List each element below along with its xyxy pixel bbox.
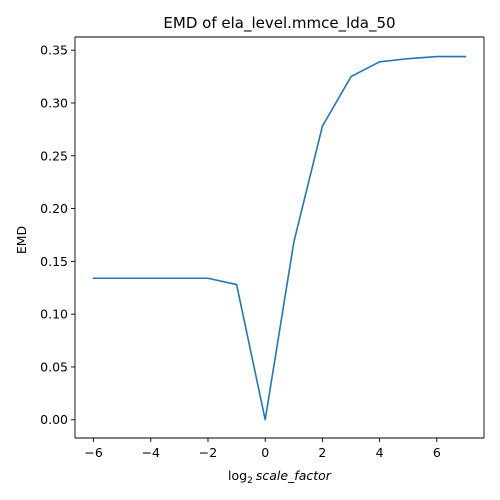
- y-tick-label: 0.20: [40, 201, 68, 216]
- x-tick-label: −2: [199, 445, 217, 460]
- x-tick-label: −6: [84, 445, 102, 460]
- y-tick-label: 0.30: [40, 95, 68, 110]
- y-tick-label: 0.35: [40, 43, 68, 58]
- y-tick-label: 0.15: [40, 254, 68, 269]
- x-tick-label: 6: [433, 445, 441, 460]
- x-tick-label: 4: [376, 445, 384, 460]
- chart-title: EMD of ela_level.mmce_lda_50: [163, 14, 395, 33]
- x-tick-label: −4: [142, 445, 160, 460]
- y-tick-label: 0.05: [40, 359, 68, 374]
- y-tick-label: 0.25: [40, 148, 68, 163]
- y-tick-label: 0.10: [40, 307, 68, 322]
- x-tick-label: 0: [261, 445, 269, 460]
- x-tick-label: 2: [318, 445, 326, 460]
- x-axis-label: log2 scale_factor: [228, 468, 332, 486]
- y-tick-label: 0.00: [40, 412, 68, 427]
- series-line-0: [92, 55, 467, 421]
- plot-area: −6 −4 −2 0 2 4 6 0.00 0.05 0.10 0.15 0.20 0.25 0.30 0.…: [40, 36, 485, 460]
- y-axis-label: EMD: [14, 226, 29, 254]
